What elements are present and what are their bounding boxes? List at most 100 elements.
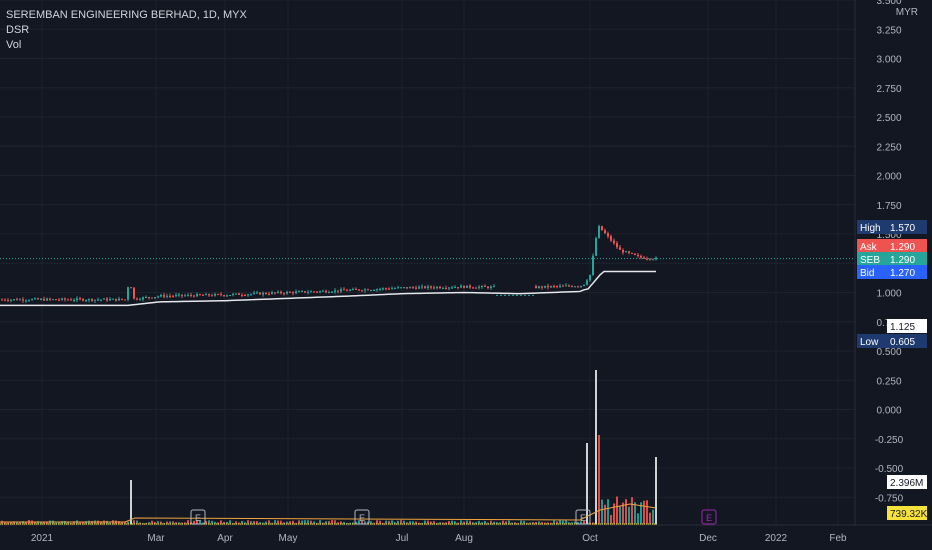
candle-body	[88, 298, 90, 301]
volume-bar	[22, 521, 24, 525]
volume-bar	[94, 520, 96, 525]
candle-body	[580, 285, 582, 287]
volume-bar	[301, 520, 303, 525]
volume-bar	[592, 522, 594, 525]
candle-body	[355, 288, 357, 290]
candle-body	[214, 294, 216, 296]
volume-bar	[229, 520, 231, 525]
candle-body	[418, 287, 420, 289]
volume-bar	[52, 520, 54, 525]
candle-body	[25, 300, 27, 302]
volume-bar	[388, 520, 390, 525]
volume-bar	[595, 370, 597, 525]
low-badge-label-bg	[857, 334, 887, 348]
volume-bar	[226, 522, 228, 525]
candle-body	[424, 286, 426, 289]
candle-body	[472, 287, 474, 289]
volume-bar	[622, 502, 624, 525]
price-tick-label: 0.500	[876, 347, 901, 358]
candle-body	[550, 286, 552, 288]
time-tick-label: 2021	[31, 533, 54, 544]
volume-bar	[544, 522, 546, 525]
candle-body	[625, 251, 627, 253]
volume-bar	[526, 522, 528, 525]
candle-body	[175, 295, 177, 297]
candle-body	[535, 286, 537, 288]
volume-bar	[76, 520, 78, 525]
volume-bar	[160, 521, 162, 525]
price-tick-label: -0.500	[875, 464, 904, 475]
last-badge-label: SEB	[860, 255, 880, 266]
symbol-title[interactable]: SEREMBAN ENGINEERING BERHAD, 1D, MYX	[6, 9, 247, 21]
volume-bar	[172, 521, 174, 525]
candle-body	[190, 294, 192, 296]
volume-bar	[451, 520, 453, 525]
volume-label[interactable]: Vol	[6, 39, 22, 51]
candle-body	[118, 298, 120, 301]
candle-body	[193, 295, 195, 297]
volume-bar	[601, 499, 603, 525]
candle-body	[106, 298, 108, 301]
volume-bar	[298, 520, 300, 525]
candle-body	[298, 291, 300, 293]
volume-bar	[463, 521, 465, 525]
candle-body	[145, 297, 147, 299]
candle-body	[4, 299, 6, 301]
moving-average-line	[0, 270, 656, 307]
volume-bar	[637, 513, 639, 525]
volume-bar	[655, 457, 657, 525]
volume-bar	[403, 520, 405, 525]
chart-legend: SEREMBAN ENGINEERING BERHAD, 1D, MYX DSR…	[6, 8, 247, 53]
candle-body	[556, 286, 558, 288]
candle-body	[487, 286, 489, 289]
volume-bar	[31, 520, 33, 525]
volume-bar	[454, 521, 456, 525]
candle-body	[262, 292, 264, 295]
candle-body	[76, 298, 78, 301]
volume-bar	[436, 522, 438, 525]
volume-bar	[1, 520, 3, 525]
volume-bar	[223, 521, 225, 525]
volume-bar	[496, 522, 498, 525]
candle-body	[1, 299, 3, 301]
candle-body	[184, 295, 186, 297]
candle-body	[310, 291, 312, 293]
candle-body	[259, 292, 261, 295]
volume-bar	[379, 520, 381, 525]
volume-bar	[133, 520, 135, 525]
price-tick-label: 3.000	[876, 55, 901, 66]
candle-body	[442, 288, 444, 290]
candle-body	[160, 295, 162, 297]
candle-body	[400, 287, 402, 289]
candle-body	[16, 299, 18, 301]
candle-body	[493, 286, 495, 288]
candle-body	[643, 257, 645, 259]
candle-body	[364, 289, 366, 291]
volume-bar	[286, 521, 288, 525]
candle-body	[352, 288, 354, 290]
last-badge-label-bg	[857, 252, 887, 266]
indicator-label[interactable]: DSR	[6, 24, 30, 36]
volume-bar	[85, 521, 87, 525]
time-tick-label: Aug	[455, 533, 473, 544]
volume-bar	[28, 520, 30, 525]
candle-body	[247, 294, 249, 296]
candle-body	[544, 285, 546, 288]
candle-body	[631, 252, 633, 254]
candle-body	[268, 293, 270, 295]
candle-body	[367, 289, 369, 291]
volume-bar	[253, 521, 255, 525]
candle-body	[385, 288, 387, 290]
candle-body	[244, 295, 246, 297]
candle-body	[574, 286, 576, 288]
candle-body	[103, 298, 105, 300]
volume-bar	[619, 505, 621, 525]
time-tick-label: 2022	[765, 533, 788, 544]
candle-body	[379, 288, 381, 290]
volume-bar	[307, 520, 309, 525]
volume-bar	[277, 520, 279, 525]
volume-bar	[334, 520, 336, 525]
volume-bar	[343, 521, 345, 525]
